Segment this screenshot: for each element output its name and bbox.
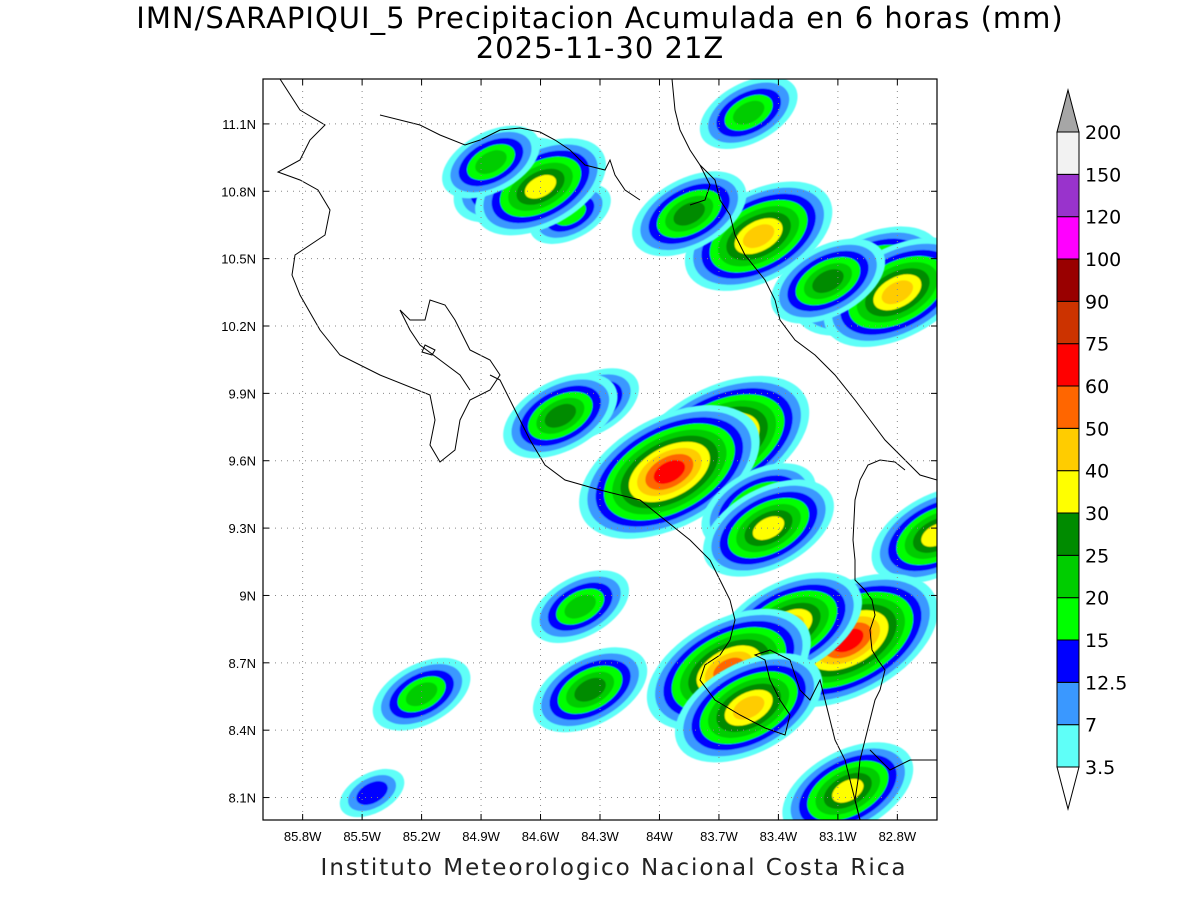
lat-tick-label: 9N bbox=[239, 588, 256, 603]
colorbar-label: 20 bbox=[1085, 588, 1109, 610]
precip-cell-25 bbox=[531, 570, 630, 644]
lon-tick-label: 84.6W bbox=[522, 829, 560, 844]
precip-cell-16 bbox=[871, 486, 937, 584]
colorbar-label: 40 bbox=[1085, 461, 1109, 483]
colorbar-bin-0 bbox=[1056, 724, 1080, 768]
precip-cell-13 bbox=[503, 373, 618, 459]
colorbar-label: 12.5 bbox=[1085, 672, 1127, 694]
colorbar-label: 50 bbox=[1085, 418, 1109, 440]
precip-cell-9 bbox=[770, 238, 886, 324]
lat-tick-label: 8.4N bbox=[229, 723, 256, 738]
colorbar-max-arrow bbox=[1056, 88, 1080, 133]
precip-cell-15 bbox=[703, 479, 834, 577]
colorbar-label: 90 bbox=[1085, 291, 1109, 313]
colorbar-label: 7 bbox=[1085, 715, 1097, 737]
colorbar-bin-1 bbox=[1056, 681, 1080, 726]
colorbar-label: 30 bbox=[1085, 503, 1109, 525]
lat-tick-label: 10.8N bbox=[221, 184, 256, 199]
lon-tick-label: 84.3W bbox=[581, 829, 619, 844]
lat-tick-label: 9.9N bbox=[229, 386, 256, 401]
colorbar-bin-8 bbox=[1056, 385, 1080, 429]
map-valid-time: 2025-11-30 21Z bbox=[475, 31, 725, 65]
colorbar-label: 60 bbox=[1085, 376, 1109, 398]
colorbar-bin-2 bbox=[1056, 639, 1080, 683]
lon-tick-label: 85.2W bbox=[403, 829, 441, 844]
colorbar-bin-14 bbox=[1056, 131, 1080, 175]
lat-tick-label: 10.2N bbox=[221, 319, 256, 334]
colorbar-bin-6 bbox=[1056, 470, 1080, 514]
precip-cell-23 bbox=[782, 742, 914, 820]
colorbar-label: 15 bbox=[1085, 630, 1109, 652]
lon-tick-label: 83.1W bbox=[819, 829, 857, 844]
precip-cell-20 bbox=[674, 653, 823, 763]
precip-field bbox=[339, 79, 937, 820]
colorbar-label: 200 bbox=[1085, 122, 1121, 144]
lon-tick-label: 83.7W bbox=[700, 829, 738, 844]
precip-cell-24 bbox=[339, 768, 405, 818]
axis-ticks: 85.8W 85.5W 85.2W 84.9W 84.6W 84.3W 84W 83.7W 83… bbox=[221, 79, 937, 844]
lat-tick-label: 11.1N bbox=[222, 117, 256, 132]
coastline bbox=[276, 79, 937, 820]
precip-cell-21 bbox=[532, 647, 648, 733]
colorbar-min-arrow bbox=[1056, 766, 1080, 811]
precip-cell-3 bbox=[442, 125, 540, 199]
colorbar-bin-5 bbox=[1056, 512, 1080, 556]
lon-tick-label: 85.8W bbox=[284, 829, 322, 844]
lon-tick-label: 83.4W bbox=[760, 829, 798, 844]
footer-credit: Instituto Meteorologico Nacional Costa R… bbox=[320, 855, 908, 881]
colorbar-bin-12 bbox=[1056, 216, 1080, 260]
colorbar-label: 25 bbox=[1085, 545, 1109, 567]
lon-tick-label: 84.9W bbox=[462, 829, 500, 844]
colorbar-bin-4 bbox=[1056, 554, 1080, 599]
lat-tick-label: 9.6N bbox=[229, 454, 256, 469]
precip-cell-6 bbox=[699, 79, 798, 150]
grid-lines bbox=[263, 79, 937, 820]
colorbar-label: 75 bbox=[1085, 334, 1109, 356]
colorbar-bin-11 bbox=[1056, 258, 1080, 302]
colorbar-label: 100 bbox=[1085, 249, 1121, 271]
colorbar-bin-10 bbox=[1056, 300, 1080, 345]
lon-tick-label: 84W bbox=[646, 829, 673, 844]
colorbar-label: 3.5 bbox=[1085, 757, 1115, 779]
colorbar-bin-13 bbox=[1056, 173, 1080, 218]
precip-cell-22 bbox=[372, 657, 471, 731]
lat-tick-label: 8.1N bbox=[229, 791, 256, 806]
lat-tick-label: 9.3N bbox=[229, 521, 256, 536]
lon-tick-label: 85.5W bbox=[343, 829, 381, 844]
lat-tick-label: 10.5N bbox=[221, 252, 256, 267]
colorbar-bin-9 bbox=[1056, 343, 1080, 387]
colorbar-label: 150 bbox=[1085, 164, 1121, 186]
colorbar: 3.5 7 12.5 15 20 25 30 40 50 60 75 90 100 120 150 200 bbox=[1056, 88, 1127, 811]
map-title: IMN/SARAPIQUI_5 Precipitacion Acumulada … bbox=[136, 1, 1064, 35]
colorbar-label: 120 bbox=[1085, 207, 1121, 229]
colorbar-bin-7 bbox=[1056, 427, 1080, 472]
colorbar-bin-3 bbox=[1056, 597, 1080, 641]
lon-tick-label: 82.8W bbox=[879, 829, 917, 844]
lat-tick-label: 8.7N bbox=[229, 656, 256, 671]
